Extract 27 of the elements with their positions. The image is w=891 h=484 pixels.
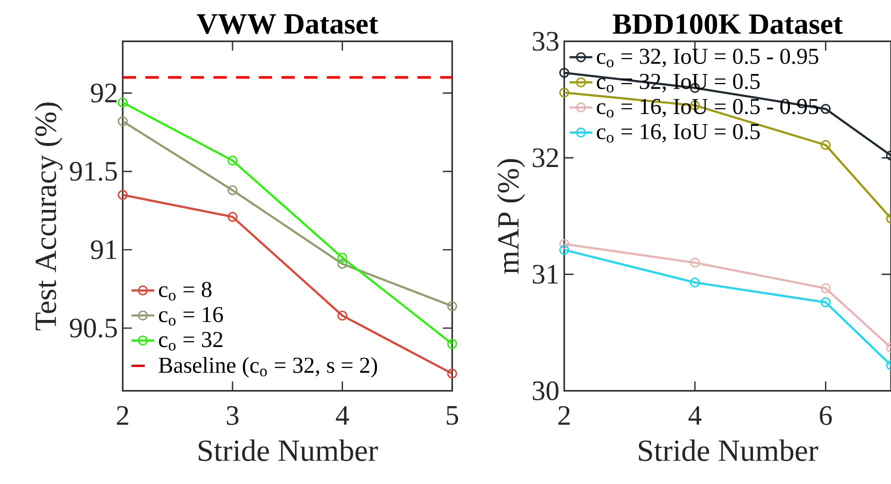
x-tick-label: 2	[558, 406, 570, 425]
y-axis-title: Test Accuracy (%)	[34, 102, 63, 330]
chart-title: BDD100K Dataset	[612, 14, 843, 34]
legend-label: c$_{o}$ = 16	[158, 306, 223, 326]
x-tick-label: 4	[336, 406, 349, 425]
y-tick-label: 32	[532, 148, 558, 168]
legend-label: c$_{o}$ = 32	[158, 332, 222, 351]
legend-label: c$_{o}$ = 16, IoU = 0.5	[596, 124, 760, 143]
y-tick-label: 91	[90, 240, 116, 260]
x-axis-title: Stride Number	[198, 439, 378, 461]
legend-label: c$_{o}$ = 32, IoU = 0.5 - 0.95	[596, 48, 818, 68]
y-tick-label: 92	[90, 84, 116, 102]
x-axis-title: Stride Number	[638, 439, 818, 461]
legend-label: c$_{o}$ = 8	[158, 282, 212, 300]
y-tick-label: 31	[532, 264, 558, 284]
y-tick-label: 30	[532, 381, 558, 400]
legend-label: Baseline (c$_{o}$ = 32, s = 2)	[158, 356, 378, 378]
x-tick-label: 2	[116, 406, 128, 425]
y-axis-title: mAP (%)	[497, 159, 525, 274]
x-tick-label: 4	[688, 406, 702, 425]
y-tick-label: 33	[532, 32, 558, 51]
x-tick-label: 6	[820, 406, 832, 425]
chart-title: VWW Dataset	[196, 14, 378, 34]
x-tick-label: 3	[226, 406, 238, 425]
y-tick-label: 90.5	[70, 318, 117, 338]
y-tick-label: 91.5	[70, 162, 117, 181]
x-tick-label: 5	[446, 406, 458, 425]
